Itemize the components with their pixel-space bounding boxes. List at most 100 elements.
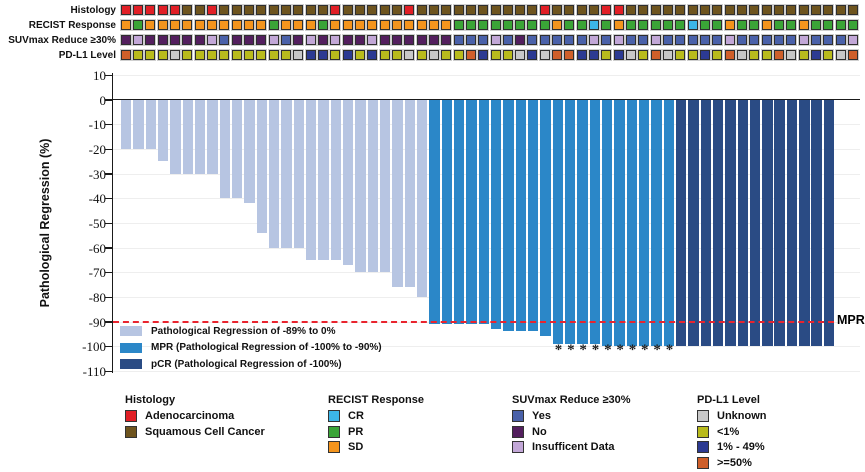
track-cell-histology: [774, 5, 785, 15]
y-tick-mark: [105, 99, 113, 101]
track-cell-recist: [490, 20, 501, 30]
waterfall-bar: [799, 99, 810, 347]
track-cell-suvmax: [515, 35, 526, 45]
track-cell-recist: [465, 20, 476, 30]
track-cell-histology: [724, 5, 735, 15]
track-cell-recist: [391, 20, 402, 30]
track-cell-pdl1: [465, 50, 476, 60]
track-cell-recist: [811, 20, 822, 30]
track-cell-histology: [453, 5, 464, 15]
asterisk-mark: *: [591, 342, 600, 358]
track-cell-pdl1: [428, 50, 439, 60]
track-cell-pdl1: [490, 50, 501, 60]
track-cell-recist: [132, 20, 143, 30]
track-cell-pdl1: [687, 50, 698, 60]
track-cell-histology: [132, 5, 143, 15]
track-cell-histology: [626, 5, 637, 15]
legend-item-label: Adenocarcinoma: [145, 410, 235, 422]
track-cell-suvmax: [305, 35, 316, 45]
track-cell-recist: [638, 20, 649, 30]
track-cell-histology: [589, 5, 600, 15]
track-cell-pdl1: [132, 50, 143, 60]
track-cell-histology: [404, 5, 415, 15]
asterisk-mark: *: [653, 342, 661, 358]
track-cell-suvmax: [206, 35, 217, 45]
waterfall-bar: [527, 99, 539, 332]
track-cell-suvmax: [650, 35, 661, 45]
waterfall-bar: [219, 99, 231, 199]
track-cell-histology: [490, 5, 501, 15]
track-cell-pdl1: [157, 50, 168, 60]
asterisk-mark: *: [554, 342, 563, 358]
waterfall-bar: [121, 99, 132, 149]
track-cell-histology: [280, 5, 291, 15]
y-tick-mark: [105, 197, 113, 200]
track-cell-histology: [848, 5, 859, 15]
waterfall-bar: [157, 99, 169, 162]
track-cell-pdl1: [453, 50, 464, 60]
track-cell-pdl1: [342, 50, 353, 60]
legend-item-label: <1%: [717, 425, 740, 438]
track-cell-suvmax: [157, 35, 168, 45]
y-tick-mark: [105, 74, 113, 77]
y-tick-mark: [105, 247, 113, 249]
track-cell-histology: [157, 5, 168, 15]
track-cell-recist: [515, 20, 526, 30]
track-cell-recist: [293, 20, 304, 30]
track-cell-pdl1: [589, 50, 600, 60]
waterfall-bar: [305, 99, 317, 260]
track-cell-histology: [379, 5, 390, 15]
track-cell-pdl1: [650, 50, 661, 60]
track-cell-histology: [515, 5, 526, 15]
track-cell-pdl1: [243, 50, 254, 60]
track-cell-recist: [626, 20, 637, 30]
track-cell-pdl1: [515, 50, 526, 60]
legend-group: RECIST Response CR PR SD: [328, 394, 424, 457]
track-cell-histology: [268, 5, 279, 15]
track-cell-suvmax: [638, 35, 649, 45]
legend-item-label: Squamous Cell Cancer: [145, 425, 265, 438]
track-cell-suvmax: [663, 35, 674, 45]
track-cell-pdl1: [823, 50, 834, 60]
track-cell-pdl1: [219, 50, 230, 60]
track-cell-recist: [663, 20, 674, 30]
track-cell-histology: [354, 5, 365, 15]
track-cell-recist: [367, 20, 378, 30]
track-cell-suvmax: [613, 35, 624, 45]
track-cell-suvmax: [465, 35, 476, 45]
track-cell-recist: [848, 20, 859, 30]
track-cell-histology: [663, 5, 674, 15]
y-tick-label: -100: [82, 339, 106, 355]
in-plot-legend: Pathological Regression of -89% to 0% MP…: [120, 323, 382, 373]
asterisk-mark: *: [604, 342, 612, 358]
waterfall-bar: [614, 99, 625, 347]
legend-row-light: Pathological Regression of -89% to 0%: [120, 323, 382, 340]
track-cell-pdl1: [404, 50, 415, 60]
track-cell-recist: [539, 20, 550, 30]
track-cell-recist: [798, 20, 809, 30]
waterfall-bar: [725, 99, 736, 347]
track-cell-suvmax: [145, 35, 156, 45]
waterfall-bar: [589, 99, 600, 344]
track-cell-pdl1: [256, 50, 267, 60]
waterfall-bar: [367, 99, 378, 273]
track-cell-pdl1: [613, 50, 624, 60]
track-cell-recist: [145, 20, 156, 30]
track-cell-pdl1: [786, 50, 797, 60]
track-cell-suvmax: [243, 35, 254, 45]
y-tick-label: -30: [88, 166, 106, 182]
waterfall-bar: [749, 99, 761, 347]
track-cell-recist: [700, 20, 711, 30]
track-cell-histology: [182, 5, 193, 15]
track-cell-suvmax: [317, 35, 328, 45]
track-cell-histology: [243, 5, 254, 15]
legend-label-mpr: MPR (Pathological Regression of -100% to…: [151, 342, 382, 354]
track-cell-histology: [823, 5, 834, 15]
waterfall-bar: [675, 99, 687, 347]
track-cell-pdl1: [527, 50, 538, 60]
track-cell-recist: [650, 20, 661, 30]
legend-swatch: [697, 441, 709, 453]
track-cell-suvmax: [120, 35, 131, 45]
legend-item: Insufficent Data: [512, 441, 631, 453]
track-cell-histology: [576, 5, 587, 15]
